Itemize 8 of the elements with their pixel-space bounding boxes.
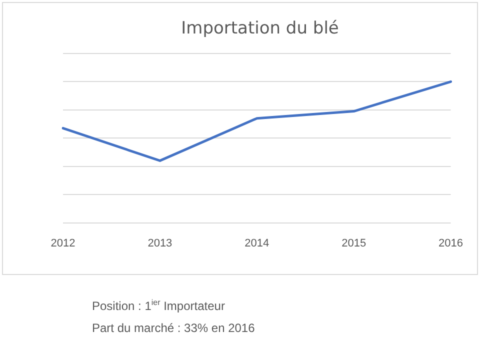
x-tick-label: 2015	[342, 237, 366, 250]
x-tick-label: 2012	[50, 237, 76, 250]
text: Position : 1$^{ier}$ Importateur	[92, 297, 226, 315]
x-tick-label: 2013	[148, 237, 172, 250]
text: Part du marché : 33% en 2016	[92, 320, 255, 337]
chart-title: Importation du blé	[181, 18, 339, 39]
x-tick-label: 2016	[438, 237, 464, 250]
x-tick-label: 2014	[244, 237, 270, 250]
